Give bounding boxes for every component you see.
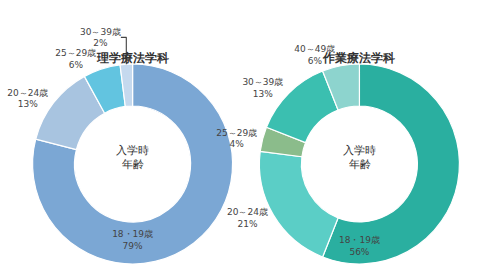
- svg-text:30～39歳13%: 30～39歳13%: [242, 77, 283, 99]
- svg-text:25～29歳4%: 25～29歳4%: [216, 128, 257, 150]
- svg-text:40～49歳6%: 40～49歳6%: [294, 44, 335, 66]
- svg-text:20～24歳21%: 20～24歳21%: [227, 207, 268, 229]
- svg-text:18・19歳79%: 18・19歳79%: [112, 229, 153, 251]
- svg-text:30～39歳2%: 30～39歳2%: [80, 27, 121, 49]
- svg-text:入学時年齢: 入学時年齢: [343, 144, 376, 171]
- svg-text:理学療法学科: 理学療法学科: [96, 51, 169, 65]
- svg-text:入学時年齢: 入学時年齢: [116, 144, 149, 171]
- svg-text:18・19歳56%: 18・19歳56%: [339, 235, 380, 257]
- svg-text:25～29歳6%: 25～29歳6%: [55, 48, 96, 70]
- svg-text:作業療法学科: 作業療法学科: [322, 51, 395, 65]
- svg-text:20～24歳13%: 20～24歳13%: [7, 88, 48, 110]
